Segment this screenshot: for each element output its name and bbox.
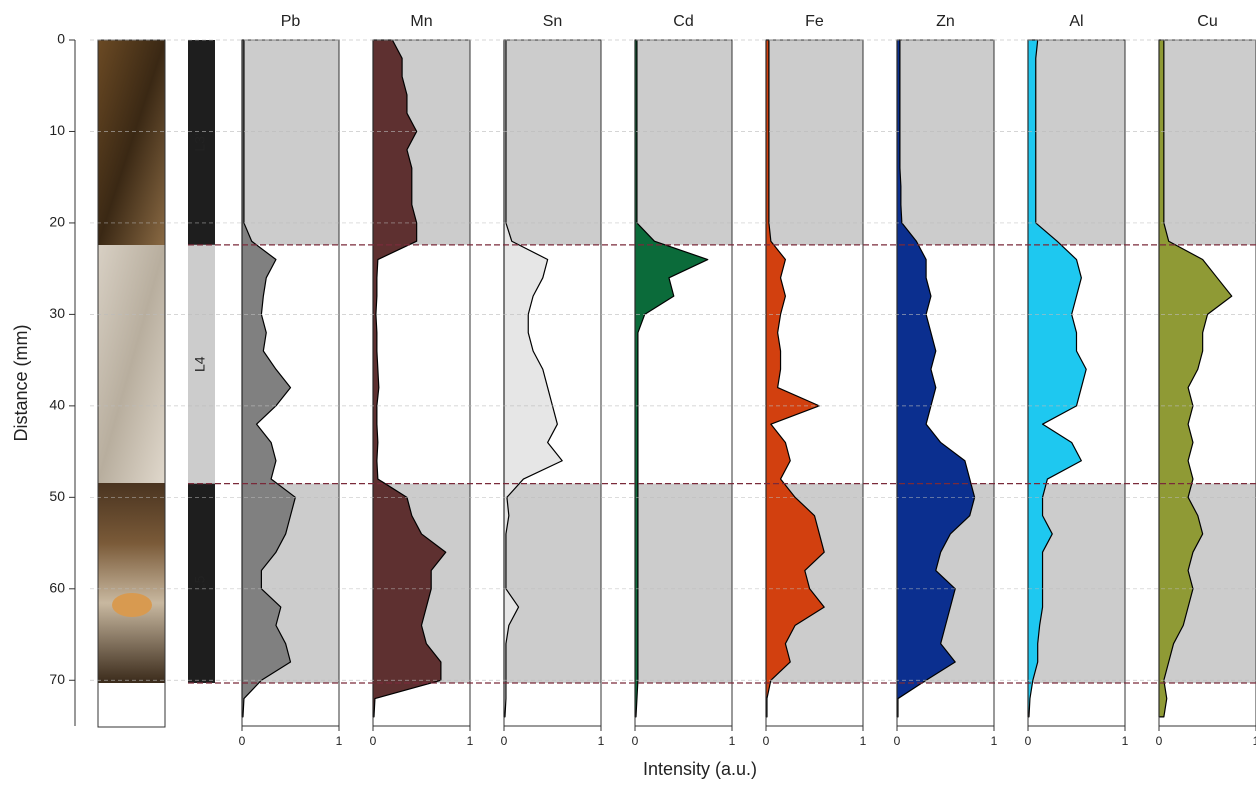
x-tick-label: 0 xyxy=(1025,734,1032,748)
x-tick-label: 0 xyxy=(632,734,639,748)
zone-shade xyxy=(1028,483,1125,684)
profile-area xyxy=(896,39,976,718)
x-tick-label: 0 xyxy=(763,734,770,748)
zone-bar xyxy=(188,244,215,484)
panel-title: Sn xyxy=(543,13,563,30)
y-tick-label: 30 xyxy=(49,305,65,321)
x-tick-label: 1 xyxy=(598,734,605,748)
profile-area xyxy=(765,39,825,718)
x-axis-label: Intensity (a.u.) xyxy=(643,759,757,779)
zone-shade xyxy=(242,40,339,245)
zone-shade xyxy=(1159,40,1256,245)
zone-shade xyxy=(897,40,994,245)
panel-frame xyxy=(1027,39,1126,727)
panel-title: Cu xyxy=(1197,13,1217,30)
zone-shade xyxy=(635,483,732,684)
x-tick-label: 1 xyxy=(991,734,998,748)
panel-title: Fe xyxy=(805,13,824,30)
zone-bar xyxy=(188,40,215,245)
profile-area xyxy=(1027,39,1087,718)
x-tick-label: 0 xyxy=(239,734,246,748)
x-tick-label: 1 xyxy=(1122,734,1129,748)
y-axis-label: Distance (mm) xyxy=(11,324,31,441)
x-tick-label: 0 xyxy=(894,734,901,748)
profile-area xyxy=(241,39,296,718)
y-tick-label: 40 xyxy=(49,397,65,413)
profile-area xyxy=(1158,39,1233,718)
profile-area xyxy=(503,39,563,718)
zone-label: L5 xyxy=(192,575,208,591)
core-image xyxy=(97,39,166,728)
x-tick-label: 0 xyxy=(501,734,508,748)
y-tick-label: 50 xyxy=(49,488,65,504)
zone-shade xyxy=(373,244,470,484)
panel-frame xyxy=(1158,39,1256,727)
x-tick-label: 0 xyxy=(370,734,377,748)
y-tick-label: 70 xyxy=(49,671,65,687)
y-tick-label: 10 xyxy=(49,122,65,138)
panel-frame xyxy=(634,39,733,727)
x-tick-label: 1 xyxy=(467,734,474,748)
y-tick-label: 60 xyxy=(49,580,65,596)
zone-label: L3' xyxy=(192,133,208,151)
zone-shade xyxy=(766,40,863,245)
zone-shade xyxy=(1028,40,1125,245)
x-tick-label: 1 xyxy=(729,734,736,748)
zone-shade xyxy=(635,40,732,245)
panel-title: Zn xyxy=(936,13,955,30)
zone-shade xyxy=(504,40,601,245)
profile-area xyxy=(372,39,447,718)
x-tick-label: 1 xyxy=(336,734,343,748)
x-tick-label: 0 xyxy=(1156,734,1163,748)
panel-title: Cd xyxy=(673,13,693,30)
zone-shade xyxy=(504,483,601,684)
panel-title: Al xyxy=(1069,13,1083,30)
panel-title: Mn xyxy=(410,13,432,30)
x-tick-label: 1 xyxy=(860,734,867,748)
y-tick-label: 0 xyxy=(57,31,65,47)
zone-label: L4 xyxy=(192,356,208,372)
panel-title: Pb xyxy=(281,13,301,30)
y-tick-label: 20 xyxy=(49,214,65,230)
zone-bar xyxy=(188,483,215,684)
x-tick-label: 1 xyxy=(1253,734,1256,748)
profile-area xyxy=(634,39,709,718)
panel-frame xyxy=(241,39,340,727)
